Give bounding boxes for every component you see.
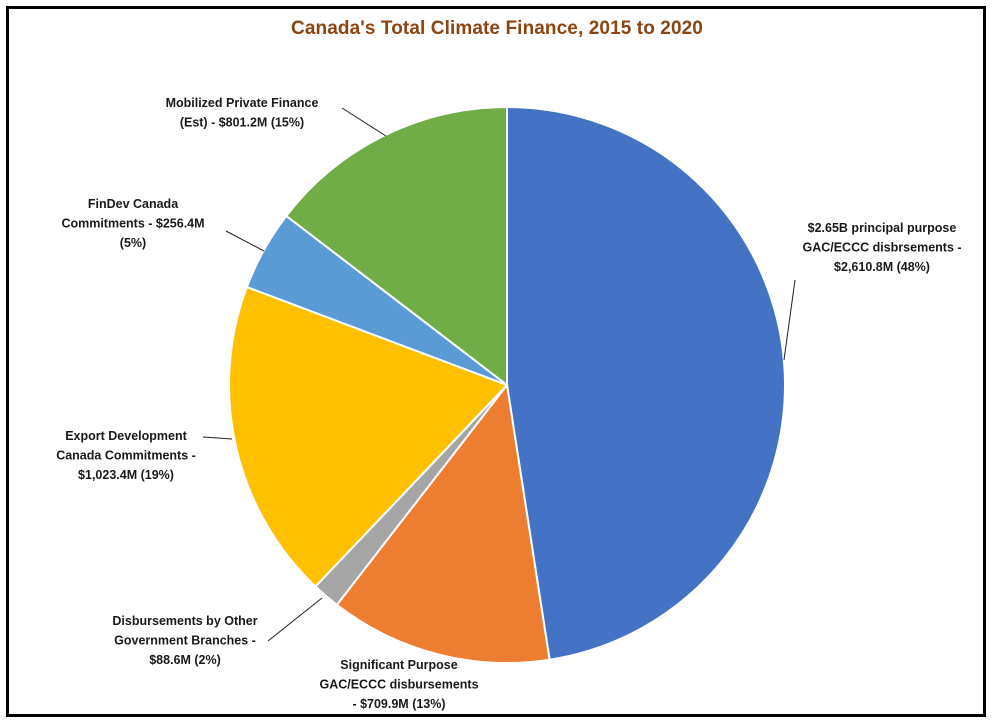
- slice-label-line: $88.6M (2%): [149, 653, 221, 667]
- pie-slice: [228, 285, 509, 588]
- slice-label-line: (Est) - $801.2M (15%): [180, 116, 304, 130]
- slice-data-label: Mobilized Private Finance (Est) - $801.2M…: [166, 96, 319, 130]
- slice-data-label: FinDev Canada Commitments - $256.4M (5%): [61, 197, 204, 250]
- slice-label-line: Canada Commitments -: [56, 449, 196, 463]
- slice-label-line: (5%): [120, 236, 146, 250]
- slice-label-line: $1,023.4M (19%): [78, 468, 174, 482]
- leader-line: [341, 107, 387, 137]
- slice-data-label: Export Development Canada Commitments - $1…: [56, 429, 196, 482]
- pie-slice: [335, 382, 551, 664]
- leader-line: [267, 597, 323, 642]
- slice-label-line: Significant Purpose: [340, 658, 457, 672]
- leader-line: [783, 279, 796, 361]
- slice-label-line: Disbursements by Other: [112, 614, 257, 628]
- chart-title: Canada's Total Climate Finance, 2015 to …: [291, 18, 703, 39]
- slice-label-line: $2,610.8M (48%): [834, 260, 930, 274]
- leader-lines: [202, 107, 796, 642]
- slice-label-line: GAC/ECCC disbrsements -: [802, 241, 961, 255]
- leader-line: [202, 436, 233, 440]
- data-labels: $2.65B principal purpose GAC/ECCC disbrse…: [56, 96, 961, 711]
- slice-data-label: Disbursements by Other Government Branche…: [112, 614, 257, 667]
- pie-slice: [284, 105, 508, 388]
- slice-label-line: Commitments - $256.4M: [61, 217, 204, 231]
- slice-label-line: - $709.9M (13%): [352, 697, 445, 711]
- pie-slices: [228, 105, 786, 664]
- pie-slice: [506, 105, 786, 661]
- slice-label-line: Export Development: [65, 429, 187, 443]
- slice-label-line: FinDev Canada: [88, 197, 179, 211]
- slice-label-line: Government Branches -: [114, 634, 256, 648]
- slice-label-line: GAC/ECCC disbursements: [319, 678, 478, 692]
- slice-label-line: Mobilized Private Finance: [166, 96, 319, 110]
- slice-data-label: Significant Purpose GAC/ECCC disbursement…: [319, 658, 478, 711]
- slice-data-label: $2.65B principal purpose GAC/ECCC disbrse…: [802, 221, 961, 274]
- slice-label-line: $2.65B principal purpose: [808, 221, 957, 235]
- leader-line: [225, 230, 265, 252]
